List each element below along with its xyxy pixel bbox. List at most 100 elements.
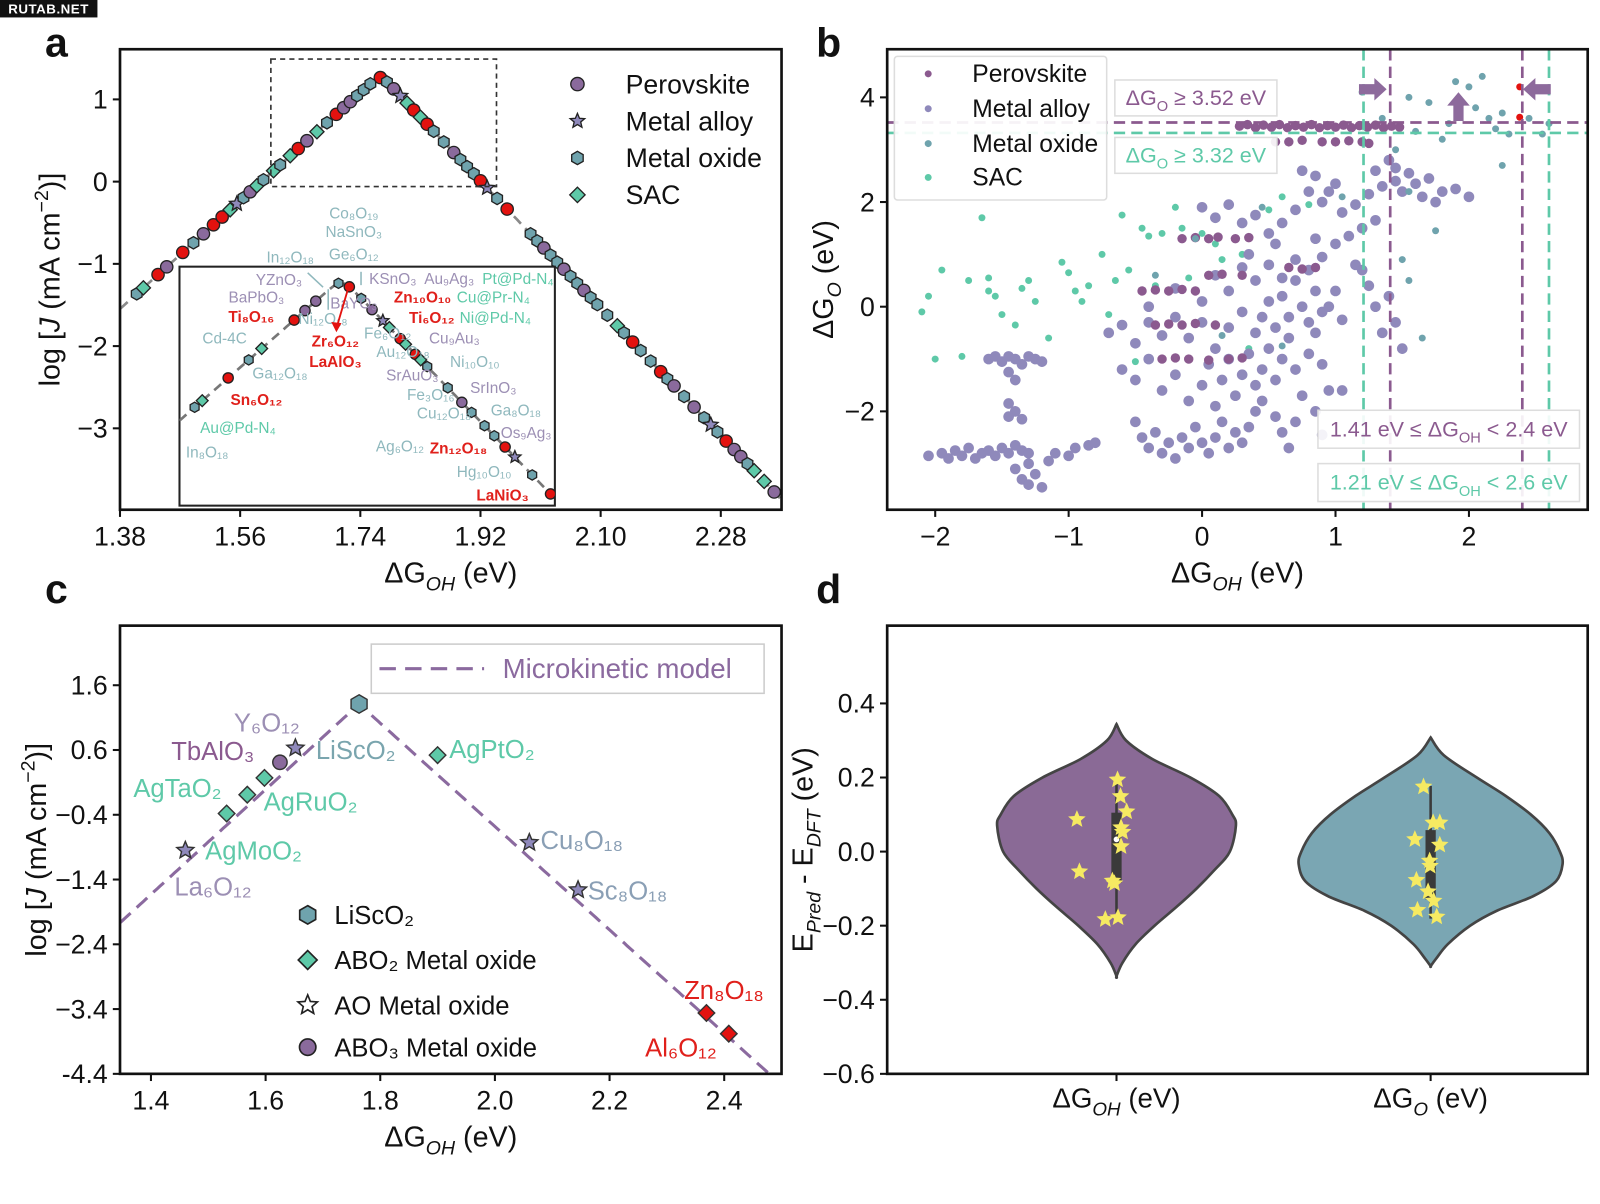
metal-alloy-point	[1336, 314, 1348, 326]
inset-label: Hg₁₀O₁₀	[457, 464, 512, 481]
metal-oxide-point	[1258, 203, 1266, 211]
perovskite-point	[1230, 233, 1241, 244]
metal-alloy-point	[1196, 437, 1208, 449]
highlighted-marker	[500, 202, 514, 216]
label-part: −2	[31, 190, 53, 212]
inset-label: NaSnO₃	[326, 224, 383, 241]
perovskite-point	[1298, 122, 1309, 132]
y-tick-label: −2.4	[55, 930, 108, 960]
y-axis-label: ΔGO​ (eV)	[808, 220, 846, 339]
metal-oxide-marker	[479, 419, 490, 432]
category-label: ΔGO​ (eV)	[1373, 1083, 1488, 1120]
sac-marker	[398, 337, 413, 352]
legend-label: ABO₂ Metal oxide	[334, 947, 536, 975]
box	[1111, 812, 1122, 883]
sac-point	[985, 274, 993, 282]
perovskite-point	[1314, 122, 1325, 133]
metal-alloy-point	[1330, 285, 1341, 297]
inset-label: Fe₆O₁₂	[364, 325, 411, 342]
inset-label: Zn₁₀O₁₀	[394, 290, 451, 307]
metal-alloy-point	[1063, 450, 1074, 462]
y-tick-label: −0.2	[822, 911, 875, 941]
metal-alloy-point	[1403, 167, 1415, 179]
sac-point	[1145, 232, 1153, 240]
metal-alloy-point	[1196, 296, 1208, 307]
data-point	[175, 839, 196, 860]
metal-alloy-point	[1356, 264, 1368, 276]
sac-point	[1078, 297, 1086, 305]
star-point	[1430, 835, 1449, 853]
inset-volcano-curve	[179, 281, 554, 498]
metal-oxide-point	[1392, 146, 1400, 154]
perovskite-point	[1297, 135, 1307, 146]
inset-label: Ni₁₀O₁₀	[450, 354, 500, 371]
label-part: OH	[1459, 430, 1481, 446]
metal-alloy-point	[1256, 364, 1268, 375]
metal-alloy-point	[1223, 199, 1235, 210]
sac-point	[1025, 277, 1033, 284]
metal-alloy-point	[1250, 406, 1261, 417]
y-tick-label: −2	[77, 331, 107, 361]
metal-alloy-point	[1210, 212, 1221, 224]
metal-oxide-marker	[333, 277, 344, 290]
point-label: Zn₈O₁₈	[684, 977, 764, 1005]
metal-alloy-point	[1009, 374, 1021, 386]
inset-label: Fe₃O₁₆	[407, 387, 455, 404]
perovskite-marker	[366, 303, 378, 316]
perovskite-marker	[456, 396, 468, 409]
legend-label: Perovskite	[972, 61, 1087, 88]
perovskite-point	[1317, 137, 1327, 147]
metal-oxide-marker	[422, 360, 433, 373]
metal-alloy-point	[1089, 437, 1101, 449]
metal-alloy-point	[1130, 416, 1141, 428]
inset-label: Sn₆O₁₂	[231, 392, 283, 409]
legend-marker-oxide	[924, 140, 932, 148]
metal-alloy-point	[1170, 453, 1181, 464]
metal-alloy-point	[1003, 411, 1014, 422]
data-point	[719, 1024, 739, 1043]
metal-oxide-point	[1498, 161, 1506, 169]
star-point	[1424, 891, 1443, 909]
annotation-box	[1317, 462, 1581, 503]
label-part: ΔG	[808, 297, 840, 339]
perovskite-point	[1170, 353, 1181, 363]
metal-alloy-point	[1316, 196, 1328, 208]
perovskite-point	[1163, 319, 1174, 329]
highlighted-marker	[175, 245, 190, 260]
inset-label: YZnO₃	[256, 272, 302, 289]
metal-alloy-point	[1283, 311, 1295, 323]
star-point	[1113, 822, 1132, 840]
legend-marker	[298, 1038, 317, 1057]
metal-alloy-point	[1256, 311, 1268, 323]
metal-oxide-point	[1472, 104, 1480, 112]
metal-alloy-point	[1223, 442, 1235, 454]
metal-oxide-point	[1405, 277, 1413, 284]
metal-alloy-point	[1236, 262, 1248, 273]
metal-alloy-point	[1390, 317, 1401, 328]
sac-point	[1218, 256, 1226, 264]
metal-alloy-point	[1023, 479, 1034, 490]
star-point	[1414, 777, 1433, 795]
star-point	[1117, 802, 1136, 820]
label-part: OH	[1212, 574, 1242, 596]
metal-alloy-point	[1250, 275, 1261, 286]
star-point	[1070, 862, 1089, 880]
label-part: (eV)	[1121, 1083, 1181, 1114]
metal-alloy-point	[1343, 230, 1355, 242]
metal-alloy-point	[1436, 186, 1448, 197]
metal-oxide-marker	[644, 354, 657, 369]
metal-alloy-point	[1270, 322, 1281, 333]
star-point	[1109, 908, 1127, 926]
metal-alloy-point	[1290, 204, 1301, 216]
inset-label: In₈O₁₈	[186, 444, 229, 461]
metal-alloy-point	[1283, 332, 1295, 344]
label-part: ΔG	[1373, 1083, 1413, 1114]
sac-point	[1185, 274, 1193, 282]
inset-label: BaPbO₃	[228, 290, 284, 307]
metal-alloy-point	[1236, 437, 1248, 449]
metal-alloy-point	[1023, 447, 1034, 459]
metal-alloy-point	[1283, 442, 1295, 454]
x-tick-label: 1.6	[247, 1086, 284, 1116]
metal-oxide-point	[1218, 331, 1226, 339]
